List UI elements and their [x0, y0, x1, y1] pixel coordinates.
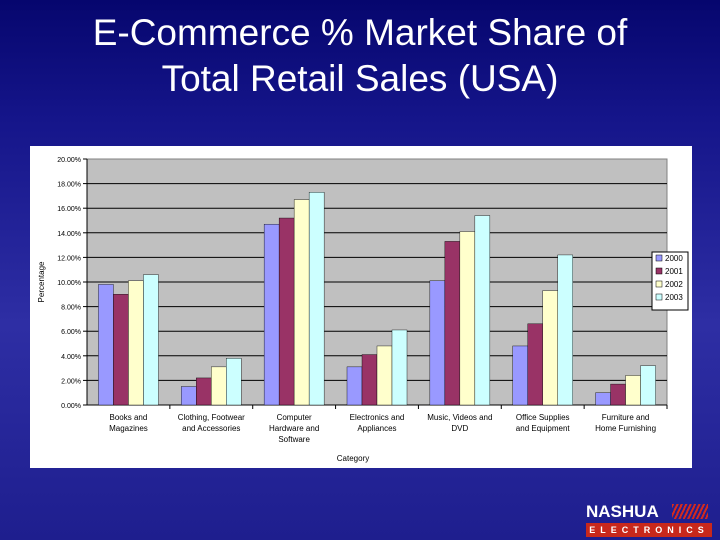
- x-tick-label: Furniture and: [602, 413, 650, 422]
- slide-title: E-Commerce % Market Share of Total Retai…: [0, 10, 720, 102]
- legend-label-2001: 2001: [665, 267, 683, 276]
- x-tick-label: Hardware and: [269, 424, 319, 433]
- bar-2003: [226, 358, 242, 406]
- y-tick-label: 20.00%: [57, 157, 81, 164]
- bar-2001: [113, 294, 129, 406]
- y-axis-title: Percentage: [37, 261, 46, 302]
- x-tick-label: and Accessories: [182, 424, 240, 433]
- bar-2003: [391, 329, 408, 406]
- bar-2000: [512, 345, 528, 406]
- legend-label-2003: 2003: [665, 293, 683, 302]
- logo-stripes-icon: [672, 504, 708, 519]
- x-axis-title: Category: [337, 454, 369, 463]
- bar-2001: [278, 217, 295, 406]
- bar-2001: [444, 241, 461, 406]
- bar-2003: [143, 274, 159, 406]
- logo-top: NASHUA: [586, 502, 712, 521]
- bar-2002: [293, 199, 310, 406]
- x-tick-label: Appliances: [357, 424, 396, 433]
- legend-swatch-2003: [655, 293, 663, 301]
- x-tick-label: Clothing, Footwear: [178, 413, 245, 422]
- slide-title-line-1: E-Commerce % Market Share of: [92, 12, 628, 53]
- y-tick-label: 4.00%: [61, 354, 81, 361]
- legend-label-2000: 2000: [665, 254, 683, 263]
- nashua-logo: NASHUA ELECTRONICS: [586, 502, 712, 538]
- slide-title-line-2: Total Retail Sales (USA): [161, 58, 559, 99]
- y-tick-label: 8.00%: [61, 305, 81, 312]
- bar-2000: [429, 280, 446, 406]
- y-tick-label: 18.00%: [57, 182, 81, 189]
- bar-2002: [211, 366, 227, 406]
- y-tick-label: 10.00%: [57, 280, 81, 287]
- x-tick-label: Electronics and: [350, 413, 405, 422]
- bar-2002: [128, 280, 144, 406]
- x-tick-label: and Equipment: [516, 424, 571, 433]
- y-tick-label: 14.00%: [57, 231, 81, 238]
- x-tick-label: Magazines: [109, 424, 148, 433]
- chart-panel: 0.00% 2.00% 4.00% 6.00% 8.00% 10.00% 12.00% 14.…: [30, 146, 692, 468]
- bar-2000: [181, 386, 197, 406]
- bar-2000: [263, 223, 280, 406]
- legend-swatch-2002: [655, 280, 663, 288]
- bar-2002: [459, 231, 476, 406]
- bar-2001: [527, 323, 543, 406]
- bar-2001: [610, 383, 626, 406]
- logo-tagline: ELECTRONICS: [589, 525, 709, 535]
- x-tick-label: Books and: [110, 413, 148, 422]
- y-tick-label: 2.00%: [61, 378, 81, 385]
- bar-2003: [474, 215, 491, 406]
- bar-2001: [196, 377, 212, 406]
- bar-chart: 0.00% 2.00% 4.00% 6.00% 8.00% 10.00% 12.00% 14.…: [37, 157, 689, 463]
- bar-2000: [595, 392, 611, 406]
- bar-2000: [98, 284, 114, 406]
- bar-2001: [361, 354, 378, 406]
- y-tick-label: 6.00%: [61, 329, 81, 336]
- bar-2002: [625, 375, 641, 406]
- legend-swatch-2001: [655, 267, 663, 275]
- bar-2003: [640, 365, 656, 406]
- x-tick-label: Office Supplies: [516, 413, 570, 422]
- logo-brand: NASHUA: [586, 502, 659, 521]
- y-tick-label: 16.00%: [57, 206, 81, 213]
- x-tick-label: DVD: [451, 424, 468, 433]
- legend-swatch-2000: [655, 254, 663, 262]
- logo-bar: ELECTRONICS: [586, 523, 712, 537]
- bar-2000: [346, 366, 363, 406]
- x-tick-label: Music, Videos and: [427, 413, 492, 422]
- y-tick-label: 0.00%: [61, 403, 81, 410]
- bar-2003: [557, 254, 573, 406]
- bar-2002: [376, 345, 393, 406]
- bar-2003: [308, 192, 325, 406]
- x-tick-label: Home Furnishing: [595, 424, 656, 433]
- y-tick-label: 12.00%: [57, 255, 81, 262]
- legend-label-2002: 2002: [665, 280, 683, 289]
- x-tick-label: Software: [278, 435, 310, 444]
- bar-2002: [542, 290, 558, 406]
- x-tick-label: Computer: [277, 413, 312, 422]
